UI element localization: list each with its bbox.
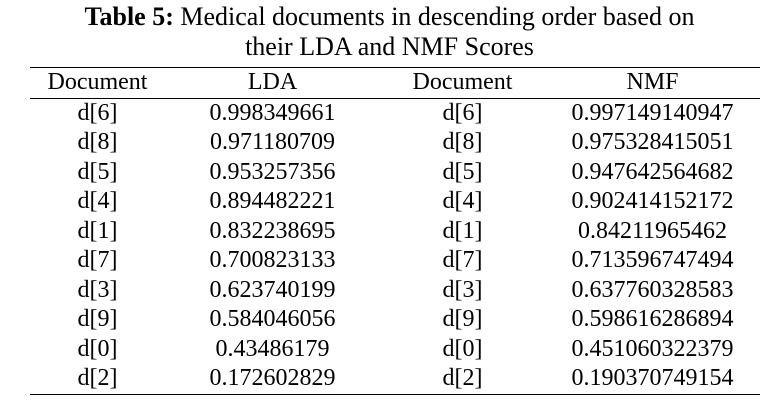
table-cell: d[3] [77, 276, 118, 303]
table-cell: d[7] [77, 247, 118, 273]
table-cell: 0.998349661 [209, 99, 336, 126]
table-cell: d[1] [77, 217, 118, 244]
table-head: Document LDA Document NMF [30, 67, 760, 98]
table-cell: 0.623740199 [209, 276, 336, 303]
table-cell: 0.713596747494 [571, 247, 734, 273]
table-cell: d[5] [442, 158, 483, 185]
table-cell: 0.894482221 [209, 188, 336, 214]
table-cell: d[9] [77, 306, 118, 332]
table-row: d[5] 0.953257356 d[5] 0.947642564682 [30, 158, 760, 188]
table-cell: d[4] [442, 188, 483, 214]
table-cell: 0.700823133 [209, 247, 336, 273]
table-cell: 0.975328415051 [571, 129, 734, 155]
table-cell: d[7] [442, 247, 483, 273]
table-cell: d[5] [77, 158, 118, 185]
table-cell: d[2] [77, 365, 118, 391]
table-row: d[4] 0.894482221 d[4] 0.902414152172 [30, 187, 760, 217]
table-body: d[6] 0.998349661 d[6] 0.997149140947 d[8] 0.9… [30, 98, 760, 394]
table-cell: 0.953257356 [209, 158, 336, 185]
table-cell: 0.190370749154 [571, 365, 734, 391]
table-cell: d[3] [442, 276, 483, 303]
table-cell: 0.451060322379 [571, 335, 734, 362]
header-row: Document LDA Document NMF [30, 67, 760, 98]
table-row: d[3] 0.623740199 d[3] 0.637760328583 [30, 276, 760, 306]
table-cell: d[1] [442, 217, 483, 244]
table-cell: 0.971180709 [209, 129, 336, 155]
table-cell: 0.947642564682 [571, 158, 734, 185]
table-cell: 0.902414152172 [571, 188, 734, 214]
caption-label: Table 5: [84, 2, 174, 31]
table-cell: 0.637760328583 [571, 276, 734, 303]
table-cell: 0.172602829 [209, 365, 336, 391]
table-row: d[7] 0.700823133 d[7] 0.713596747494 [30, 246, 760, 276]
table-cell: 0.43486179 [215, 335, 330, 362]
table-cell: d[0] [442, 335, 483, 362]
table-cell: d[0] [77, 335, 118, 362]
table-row: d[1] 0.832238695 d[1] 0.84211965462 [30, 217, 760, 247]
header-cell: Document [47, 69, 148, 95]
results-table: Document LDA Document NMF d[6] 0.998349661 d[… [30, 67, 760, 395]
table-caption: Table 5: Medical documents in descending… [0, 2, 779, 62]
table-cell: d[8] [442, 129, 483, 155]
table-cell: d[2] [442, 365, 483, 391]
table-row: d[6] 0.998349661 d[6] 0.997149140947 [30, 98, 760, 128]
caption-text: Medical documents in descending order ba… [180, 2, 695, 31]
table-cell: d[6] [442, 99, 483, 126]
table-row: d[2] 0.172602829 d[2] 0.190370749154 [30, 364, 760, 394]
header-cell: Document [412, 69, 513, 95]
table-row: d[9] 0.584046056 d[9] 0.598616286894 [30, 305, 760, 335]
table-cell: 0.598616286894 [571, 306, 734, 332]
table-cell: d[6] [77, 99, 118, 126]
table-cell: 0.832238695 [209, 217, 336, 244]
table-row: d[0] 0.43486179 d[0] 0.451060322379 [30, 335, 760, 365]
table-row: d[8] 0.971180709 d[8] 0.975328415051 [30, 128, 760, 158]
table-cell: d[8] [77, 129, 118, 155]
table-cell: 0.997149140947 [571, 99, 734, 126]
caption-text: their LDA and NMF Scores [245, 32, 534, 61]
table-cell: 0.84211965462 [577, 217, 728, 244]
header-cell: LDA [247, 69, 298, 95]
table-cell: 0.584046056 [209, 306, 336, 332]
table-cell: d[4] [77, 188, 118, 214]
header-cell: NMF [626, 69, 679, 95]
table-cell: d[9] [442, 306, 483, 332]
